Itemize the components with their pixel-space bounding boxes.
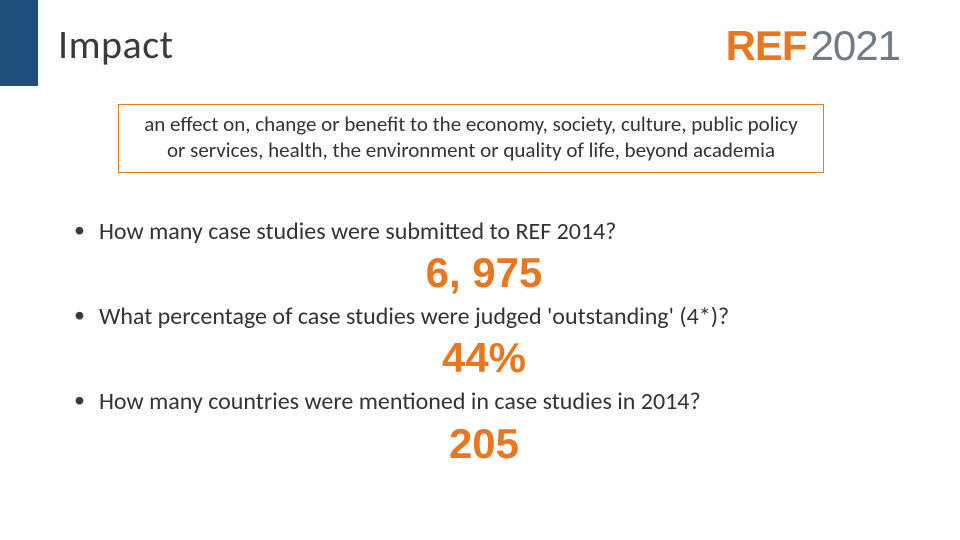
bullet-icon: • [74, 301, 85, 330]
question-text: What percentage of case studies were jud… [99, 301, 729, 332]
list-item: • What percentage of case studies were j… [74, 301, 894, 382]
sidebar-accent [0, 0, 38, 86]
answer-value: 205 [74, 420, 894, 468]
bullet-icon: • [74, 216, 85, 245]
slide-title: Impact [58, 20, 174, 69]
answer-value: 44% [74, 334, 894, 382]
slide: Impact REF 2021 an effect on, change or … [0, 0, 960, 540]
answer-value: 6, 975 [74, 249, 894, 297]
list-item: • How many case studies were submitted t… [74, 216, 894, 297]
bullet-icon: • [74, 386, 85, 415]
question-text: How many case studies were submitted to … [99, 216, 616, 247]
list-item: • How many countries were mentioned in c… [74, 386, 894, 467]
logo-year-text: 2021 [811, 22, 900, 70]
ref-logo: REF 2021 [726, 22, 900, 70]
logo-ref-text: REF [726, 22, 807, 70]
bullet-list: • How many case studies were submitted t… [74, 216, 894, 472]
definition-box: an effect on, change or benefit to the e… [118, 104, 824, 173]
question-text: How many countries were mentioned in cas… [99, 386, 701, 417]
